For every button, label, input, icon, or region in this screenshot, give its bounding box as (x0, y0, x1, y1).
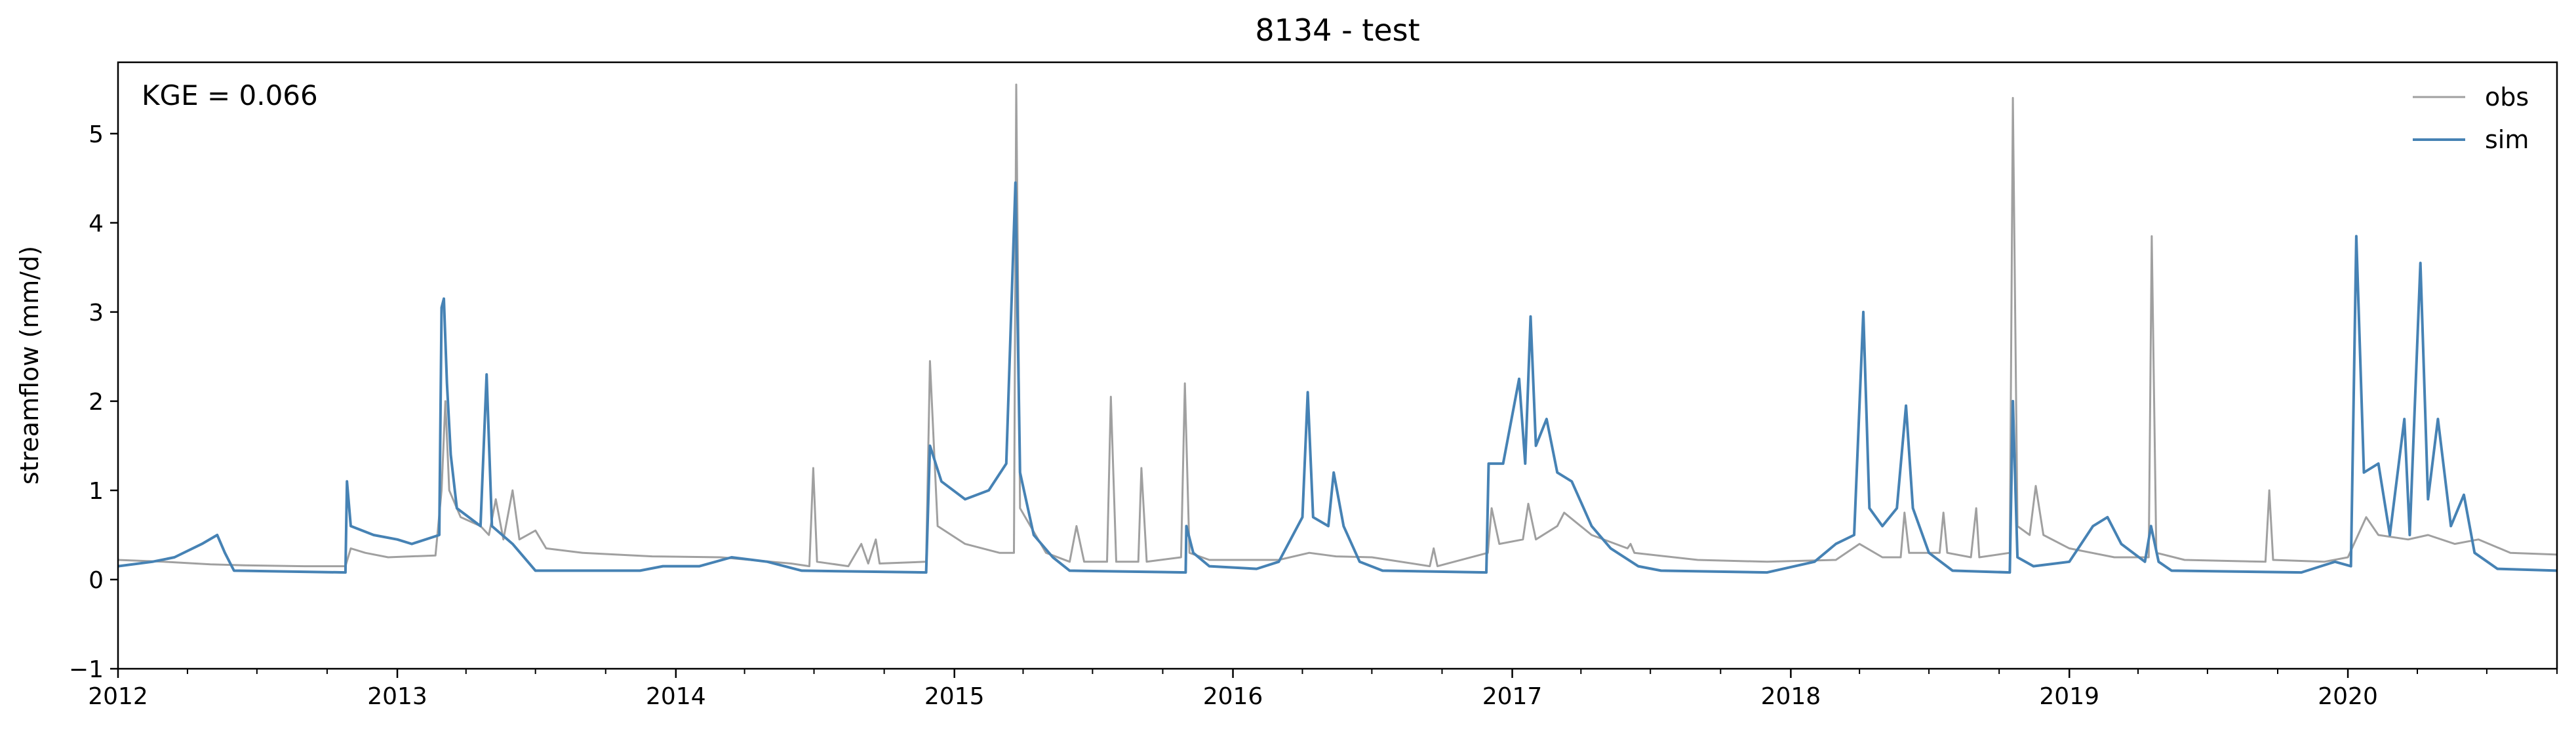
plot-frame (117, 61, 2558, 670)
y-tick-label: 3 (89, 300, 104, 327)
y-tick-label: 5 (89, 121, 104, 148)
x-tick-label: 2016 (1203, 683, 1263, 710)
x-tick-label: 2017 (1482, 683, 1543, 710)
legend-label-sim: sim (2485, 125, 2529, 154)
x-axis: 2012 2013 2014 2015 2016 2017 2018 2019 2020 (88, 669, 2558, 710)
y-tick-label: 2 (89, 389, 104, 416)
x-tick-label: 2015 (924, 683, 985, 710)
y-tick-label: 1 (89, 478, 104, 505)
y-tick-label: 4 (89, 210, 104, 237)
x-tick-label: 2014 (646, 683, 706, 710)
kge-annotation: KGE = 0.066 (142, 79, 318, 111)
series-layer (118, 83, 2557, 574)
x-tick-label: 2018 (1761, 683, 1821, 710)
x-tick-label: 2013 (367, 683, 427, 710)
x-tick-label: 2012 (88, 683, 148, 710)
y-tick-label: 0 (89, 567, 104, 594)
y-axis-label: streamflow (mm/d) (15, 246, 44, 485)
y-tick-label: −1 (69, 656, 104, 683)
series-line-sim (118, 181, 2557, 574)
x-tick-label: 2019 (2039, 683, 2099, 710)
series-line-obs (118, 83, 2557, 568)
chart-title: 8134 - test (1255, 12, 1419, 48)
legend-label-obs: obs (2485, 83, 2529, 111)
x-tick-label: 2020 (2318, 683, 2378, 710)
legend: obs sim (2413, 83, 2529, 154)
y-axis: −1 0 1 2 3 4 5 (69, 121, 118, 683)
